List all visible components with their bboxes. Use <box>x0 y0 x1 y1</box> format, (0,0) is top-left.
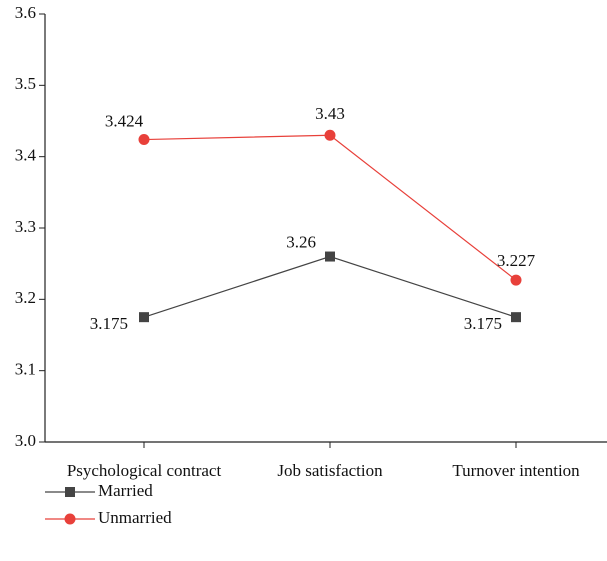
legend-label: Unmarried <box>98 508 172 527</box>
legend-marker <box>64 513 76 525</box>
x-tick-label: Turnover intention <box>452 461 580 480</box>
y-tick-label: 3.6 <box>15 3 36 22</box>
value-label: 3.424 <box>105 111 144 130</box>
value-label: 3.227 <box>497 251 536 270</box>
value-label: 3.43 <box>315 104 345 123</box>
marker <box>325 251 335 262</box>
marker <box>139 312 149 323</box>
y-tick-label: 3.0 <box>15 431 36 450</box>
marker <box>138 134 150 146</box>
marker <box>324 129 336 141</box>
x-tick-label: Job satisfaction <box>277 461 383 480</box>
legend-marker <box>65 487 75 497</box>
value-label: 3.26 <box>286 232 316 251</box>
value-label: 3.175 <box>90 314 128 333</box>
value-label: 3.175 <box>464 314 502 333</box>
marker <box>511 312 521 323</box>
marker <box>510 274 522 286</box>
y-tick-label: 3.5 <box>15 74 36 93</box>
y-tick-label: 3.1 <box>15 360 36 379</box>
series-line <box>143 255 517 318</box>
y-tick-label: 3.4 <box>15 146 37 165</box>
y-tick-label: 3.3 <box>15 217 36 236</box>
y-tick-label: 3.2 <box>15 288 36 307</box>
x-tick-label: Psychological contract <box>67 461 222 480</box>
legend-label: Married <box>98 481 153 500</box>
